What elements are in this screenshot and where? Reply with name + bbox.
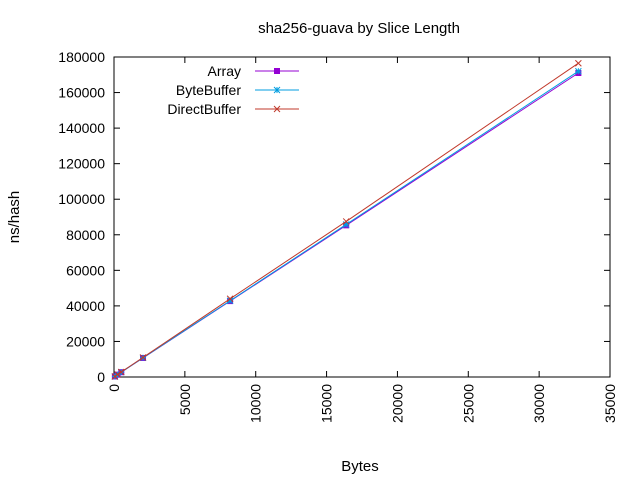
y-tick-label: 80000 bbox=[66, 227, 105, 243]
y-tick-label: 160000 bbox=[58, 85, 105, 101]
x-tick-label: 15000 bbox=[319, 384, 335, 423]
x-tick-label: 10000 bbox=[248, 384, 264, 423]
data-point-x bbox=[139, 354, 147, 361]
x-tick-label: 25000 bbox=[460, 384, 476, 423]
legend-label: Array bbox=[208, 63, 241, 79]
plot-frame bbox=[113, 56, 611, 378]
x-tick-label: 20000 bbox=[389, 384, 405, 423]
legend: Array ByteBuffer DirectBuffer bbox=[167, 63, 299, 117]
x-tick-label: 35000 bbox=[602, 384, 618, 423]
data-point-x bbox=[226, 295, 234, 303]
y-tick-label: 180000 bbox=[58, 49, 105, 65]
data-point-x bbox=[117, 368, 125, 376]
y-tick-label: 40000 bbox=[66, 298, 105, 314]
data-point-x bbox=[342, 218, 350, 225]
legend-label: DirectBuffer bbox=[167, 101, 241, 117]
y-tick-label: 120000 bbox=[58, 156, 105, 172]
y-tick-label: 0 bbox=[97, 369, 105, 385]
x-axis: 0 5000 10000 15000 20000 25000 30000 35000 bbox=[106, 57, 618, 423]
chart-title: sha256-guava by Slice Length bbox=[258, 20, 460, 37]
data-point-square bbox=[274, 68, 280, 74]
series-layer bbox=[111, 59, 582, 380]
data-point-x bbox=[114, 371, 121, 378]
data-point-star bbox=[273, 86, 281, 94]
y-tick-label: 20000 bbox=[66, 333, 105, 349]
y-tick-label: 140000 bbox=[58, 120, 105, 136]
x-tick-label: 30000 bbox=[531, 384, 547, 423]
y-axis-title: ns/hash bbox=[6, 191, 23, 244]
x-axis-title: Bytes bbox=[341, 458, 379, 475]
y-axis: 0 20000 40000 60000 80000 100000 120000 140000 1… bbox=[58, 49, 610, 385]
series-directbuffer bbox=[111, 59, 582, 380]
x-tick-label: 0 bbox=[106, 384, 122, 392]
y-tick-label: 60000 bbox=[66, 262, 105, 278]
data-point-x bbox=[273, 105, 281, 113]
data-point-x bbox=[575, 59, 582, 67]
y-tick-label: 100000 bbox=[58, 191, 105, 207]
data-point-star bbox=[575, 67, 582, 75]
legend-label: ByteBuffer bbox=[176, 82, 241, 98]
x-tick-label: 5000 bbox=[177, 384, 193, 415]
data-point-star bbox=[342, 221, 350, 228]
